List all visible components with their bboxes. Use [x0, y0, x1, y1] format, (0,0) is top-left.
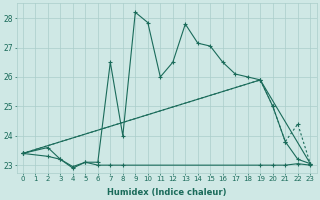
X-axis label: Humidex (Indice chaleur): Humidex (Indice chaleur) — [107, 188, 226, 197]
